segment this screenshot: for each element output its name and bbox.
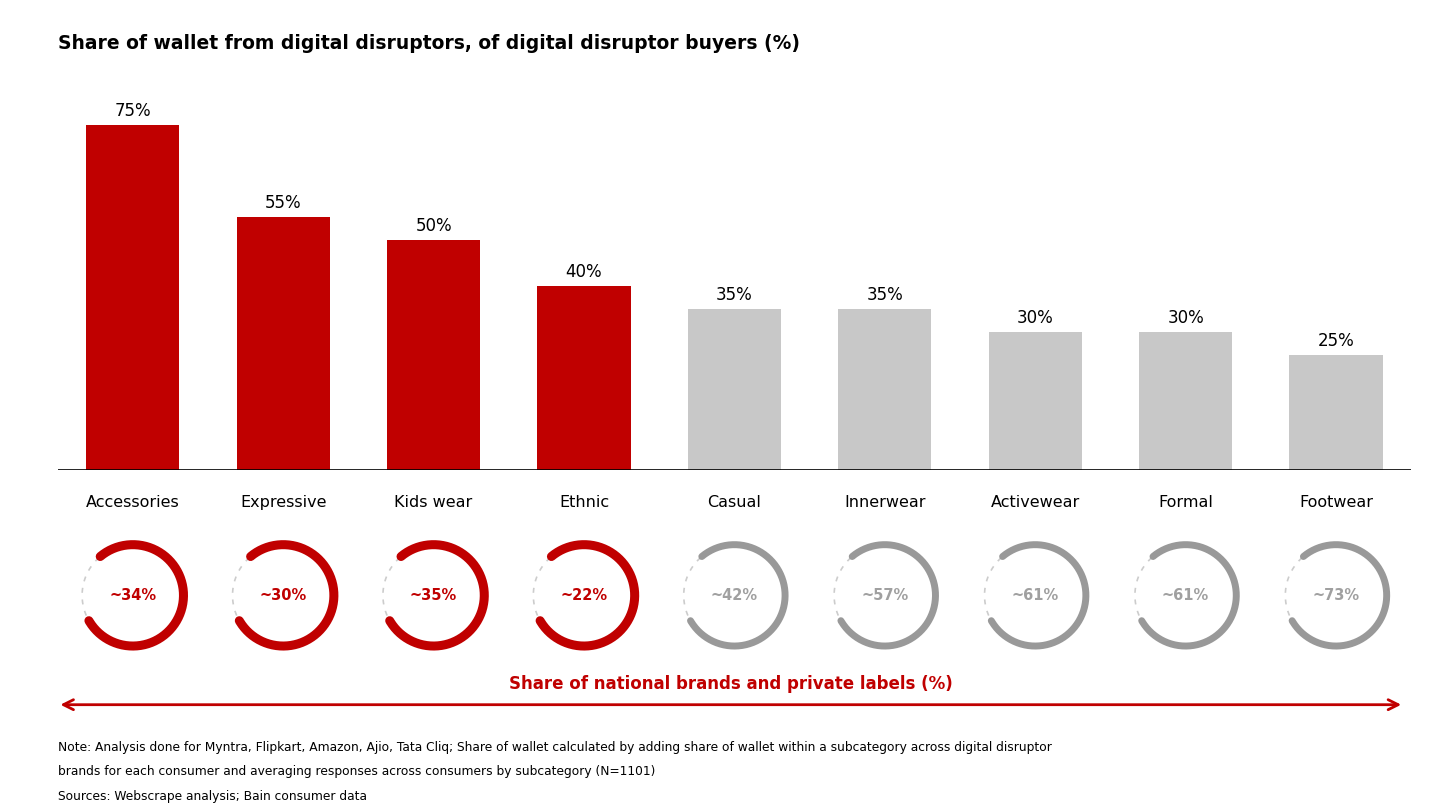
Text: Accessories: Accessories: [86, 495, 180, 510]
Text: 40%: 40%: [566, 263, 602, 281]
Text: ~61%: ~61%: [1011, 588, 1058, 603]
Bar: [537, 286, 631, 470]
Text: ~42%: ~42%: [711, 588, 757, 603]
Text: Note: Analysis done for Myntra, Flipkart, Amazon, Ajio, Tata Cliq; Share of wall: Note: Analysis done for Myntra, Flipkart…: [58, 741, 1051, 754]
Text: brands for each consumer and averaging responses across consumers by subcategory: brands for each consumer and averaging r…: [58, 765, 655, 778]
Bar: [387, 240, 480, 470]
Bar: [86, 125, 180, 470]
Text: Expressive: Expressive: [240, 495, 327, 510]
Text: ~35%: ~35%: [410, 588, 458, 603]
Text: Sources: Webscrape analysis; Bain consumer data: Sources: Webscrape analysis; Bain consum…: [58, 790, 367, 803]
Text: Innerwear: Innerwear: [844, 495, 926, 510]
Text: 35%: 35%: [716, 286, 753, 304]
Text: Ethnic: Ethnic: [559, 495, 609, 510]
Text: Casual: Casual: [707, 495, 762, 510]
Text: Share of national brands and private labels (%): Share of national brands and private lab…: [508, 675, 953, 693]
Text: 75%: 75%: [115, 102, 151, 120]
Bar: [236, 217, 330, 470]
Text: ~73%: ~73%: [1312, 588, 1359, 603]
Text: ~57%: ~57%: [861, 588, 909, 603]
Bar: [1289, 355, 1382, 470]
Text: ~34%: ~34%: [109, 588, 157, 603]
Text: 35%: 35%: [867, 286, 903, 304]
Text: Formal: Formal: [1158, 495, 1212, 510]
Bar: [838, 309, 932, 470]
Text: ~61%: ~61%: [1162, 588, 1210, 603]
Text: ~22%: ~22%: [560, 588, 608, 603]
Text: ~30%: ~30%: [259, 588, 307, 603]
Bar: [989, 332, 1081, 470]
Text: Share of wallet from digital disruptors, of digital disruptor buyers (%): Share of wallet from digital disruptors,…: [58, 34, 799, 53]
Text: 30%: 30%: [1017, 309, 1054, 327]
Text: 55%: 55%: [265, 194, 301, 212]
Text: Activewear: Activewear: [991, 495, 1080, 510]
Text: 30%: 30%: [1168, 309, 1204, 327]
Text: Footwear: Footwear: [1299, 495, 1372, 510]
Text: 25%: 25%: [1318, 332, 1355, 350]
Text: 50%: 50%: [415, 217, 452, 235]
Bar: [1139, 332, 1233, 470]
Text: Kids wear: Kids wear: [395, 495, 472, 510]
Bar: [688, 309, 780, 470]
